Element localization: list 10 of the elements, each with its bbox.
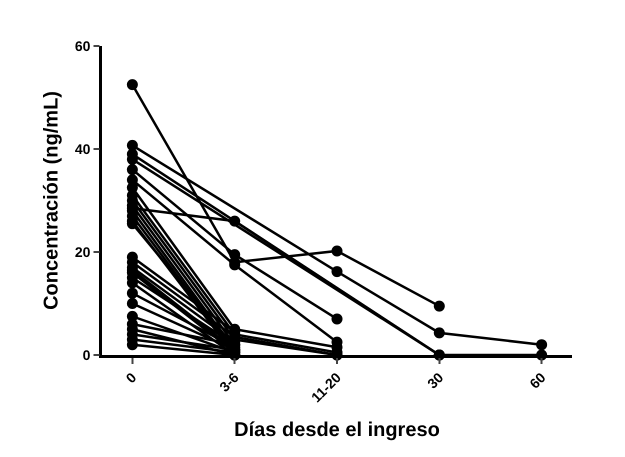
y-tick-label: 20: [74, 244, 91, 260]
y-tick-label: 40: [74, 140, 91, 157]
y-tick-label: 60: [74, 38, 91, 54]
x-tick-label: 60: [526, 369, 549, 392]
x-tick-label: 30: [424, 369, 447, 392]
x-axis-title: Días desde el ingreso: [234, 418, 440, 441]
y-tick-label: 0: [82, 346, 91, 363]
x-tick-label: 3-6: [216, 369, 242, 395]
y-axis-title: Concentración (ng/mL): [40, 91, 62, 310]
x-tick-label: 0: [122, 369, 140, 386]
